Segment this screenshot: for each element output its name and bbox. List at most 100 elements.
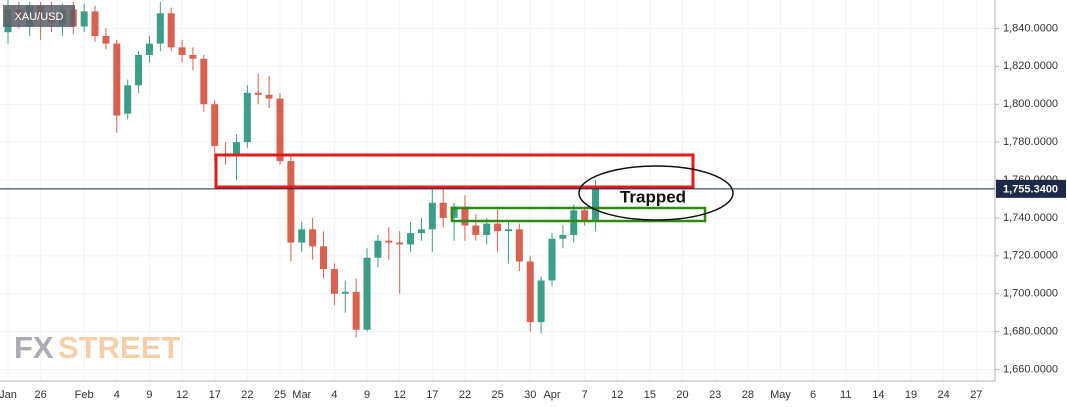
- candle-body: [407, 233, 415, 245]
- candle-body: [385, 240, 393, 243]
- candle-body: [113, 43, 121, 116]
- watermark-fx: FX: [14, 330, 54, 365]
- candle-body: [232, 142, 240, 156]
- x-tick-label: 28: [742, 389, 754, 401]
- candle-body: [363, 257, 371, 330]
- symbol-badge: [3, 5, 75, 27]
- x-tick-label: 11: [840, 389, 851, 401]
- candle-body: [352, 291, 360, 330]
- x-tick-label: 25: [274, 389, 286, 401]
- watermark-street: STREET: [58, 330, 180, 365]
- y-tick-label: 1,820.0000: [1003, 60, 1058, 72]
- candle-body: [483, 223, 491, 235]
- candle-body: [548, 238, 556, 281]
- x-tick-label: 25: [491, 389, 503, 401]
- candle-body: [341, 291, 349, 294]
- x-tick-label: 12: [611, 389, 623, 401]
- candle-body: [135, 54, 143, 86]
- x-tick-label: 4: [331, 389, 337, 401]
- x-tick-label: 15: [644, 389, 656, 401]
- x-tick-label: 23: [709, 389, 721, 401]
- x-tick-label: Jan: [0, 389, 17, 401]
- candle-body: [537, 280, 545, 323]
- x-tick-label: 20: [676, 389, 688, 401]
- candle-body: [145, 43, 153, 55]
- candle-body: [80, 11, 88, 27]
- candle-body: [417, 229, 425, 234]
- x-tick-label: 24: [938, 389, 950, 401]
- candle-body: [450, 206, 458, 218]
- candle-body: [276, 98, 284, 162]
- candle-body: [287, 161, 295, 243]
- y-tick-label: 1,780.0000: [1003, 136, 1058, 148]
- x-tick-label: 19: [905, 389, 917, 401]
- candle-body: [254, 92, 262, 95]
- x-tick-label: 26: [35, 389, 47, 401]
- x-tick-label: 9: [146, 389, 152, 401]
- y-tick-label: 1,840.0000: [1003, 22, 1058, 34]
- last-price-badge: [996, 179, 1066, 198]
- candle-body: [461, 206, 469, 226]
- candle-body: [472, 225, 480, 235]
- x-tick-label: 17: [426, 389, 438, 401]
- x-tick-label: 14: [872, 389, 884, 401]
- candle-body: [156, 13, 164, 44]
- axes: 1,660.0000 1,680.0000 1,700.0000 1,720.0000…: [0, 22, 1066, 401]
- candle-body: [167, 13, 175, 48]
- y-tick-label: 1,680.0000: [1003, 326, 1058, 338]
- x-tick-label: 12: [394, 389, 406, 401]
- annotation-text: Trapped: [620, 187, 686, 206]
- y-tick-label: 1,700.0000: [1003, 288, 1058, 300]
- candle-body: [515, 229, 523, 262]
- drawings: Trapped: [214, 153, 734, 223]
- last-price-label: 1,755.3400: [1003, 183, 1058, 195]
- x-tick-label: 7: [582, 389, 588, 401]
- candle-body: [211, 104, 219, 146]
- x-tick-label: 4: [114, 389, 120, 401]
- candle-body: [374, 240, 382, 258]
- symbol: XAU/USD: [15, 11, 64, 23]
- y-tick-label: 1,720.0000: [1003, 250, 1058, 262]
- x-tick-label: Mar: [292, 389, 311, 401]
- candle-body: [592, 188, 600, 220]
- grid: [0, 0, 995, 381]
- candle-body: [124, 85, 132, 114]
- x-tick-label: 9: [364, 389, 370, 401]
- candle-body: [200, 58, 208, 105]
- candle-body: [102, 36, 110, 44]
- candle-body: [309, 229, 317, 247]
- candle-body: [439, 202, 447, 218]
- x-tick-label: 27: [970, 389, 982, 401]
- x-tick-label: 22: [459, 389, 471, 401]
- candle-body: [396, 242, 404, 245]
- x-tick-label: 17: [209, 389, 221, 401]
- resistance-box: [214, 153, 695, 189]
- candle-body: [581, 210, 589, 220]
- candle-body: [265, 94, 273, 99]
- candle-body: [178, 47, 186, 55]
- y-tick-label: 1,660.0000: [1003, 363, 1058, 375]
- candle-body: [320, 246, 328, 270]
- candle-body: [494, 223, 502, 232]
- candle-body: [189, 54, 197, 59]
- x-tick-label: 6: [810, 389, 816, 401]
- candle-body: [428, 202, 436, 230]
- y-tick-label: 1,800.0000: [1003, 98, 1058, 110]
- annotation-ellipse: [578, 165, 734, 221]
- x-tick-label: 12: [176, 389, 188, 401]
- x-tick-label: Apr: [543, 389, 560, 401]
- x-tick-label: 30: [524, 389, 536, 401]
- y-tick-label: 1,740.0000: [1003, 212, 1058, 224]
- x-tick-label: May: [770, 389, 791, 401]
- candle-body: [526, 261, 534, 323]
- candle-body: [559, 234, 567, 239]
- candle-body: [570, 210, 578, 235]
- candle-body: [330, 269, 338, 294]
- candle-body: [91, 11, 99, 37]
- candle-body: [298, 229, 306, 243]
- candle-body: [243, 92, 251, 143]
- x-tick-label: 22: [241, 389, 253, 401]
- candle-body: [504, 229, 512, 232]
